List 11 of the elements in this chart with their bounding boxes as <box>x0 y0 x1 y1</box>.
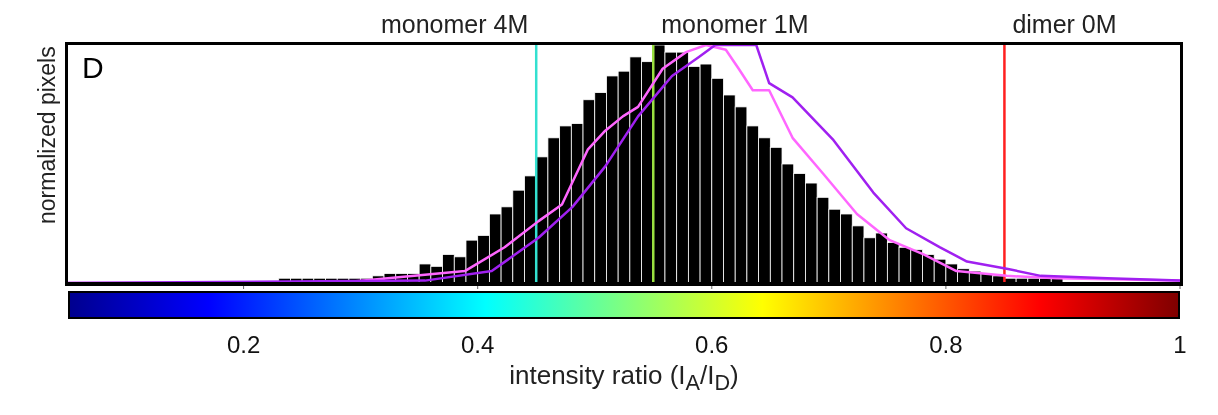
x-tick-label: 0.8 <box>929 331 963 358</box>
x-tick-label: 0.2 <box>226 331 261 358</box>
annotation: D <box>82 51 104 85</box>
x-tick-label: 0.4 <box>461 331 495 358</box>
ref-line-label: dimer 0M <box>1012 10 1117 38</box>
y-axis-title: normalized pixels <box>34 46 61 224</box>
x-tick-label: 1 <box>1173 331 1187 358</box>
x-axis-title: intensity ratio (I$_{A}$/I$_{D}$) <box>508 360 740 397</box>
ref-line-label: monomer 1M <box>661 10 809 38</box>
ref-line-label: monomer 4M <box>380 10 529 38</box>
x-tick-label: 0.6 <box>695 331 729 358</box>
